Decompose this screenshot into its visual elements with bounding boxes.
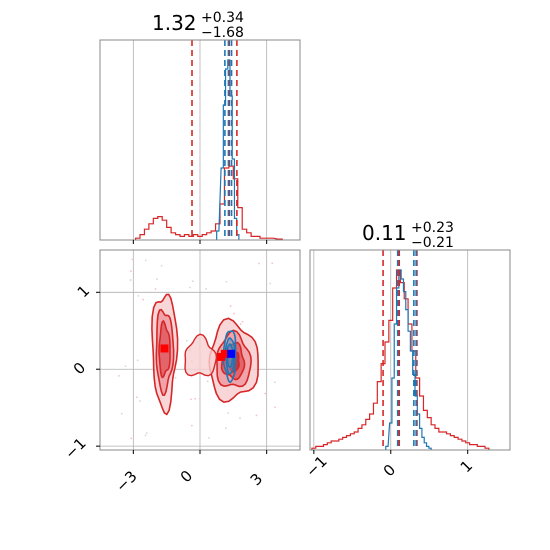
- y2-tick-label: 0: [70, 359, 89, 378]
- y2-tick-label: 1: [74, 282, 93, 301]
- sample-point: [269, 282, 272, 285]
- sample-point: [208, 436, 210, 439]
- sample-point: [190, 398, 192, 401]
- sample-point: [229, 305, 232, 308]
- param1-title-value: 1.32: [152, 11, 197, 35]
- sample-point: [154, 288, 157, 290]
- param2-title-value: 0.11: [362, 221, 407, 245]
- sample-point: [144, 434, 147, 437]
- sample-point: [191, 280, 194, 283]
- sample-point: [131, 258, 134, 261]
- sample-point: [239, 417, 241, 419]
- histogram-param1-panel: [99, 39, 301, 244]
- sample-point: [118, 374, 120, 377]
- red-histogram: [134, 165, 283, 240]
- param1-title-plus: +0.34: [201, 10, 244, 26]
- sample-point: [120, 412, 123, 415]
- sample-point: [194, 397, 197, 400]
- sample-point: [233, 312, 235, 315]
- sample-point: [185, 339, 188, 342]
- sample-point: [156, 278, 158, 280]
- x2-tick-label: 0: [380, 461, 399, 480]
- joint-density-panel: [96, 249, 301, 454]
- x1-tick-label: 3: [247, 470, 266, 489]
- sample-point: [264, 392, 267, 395]
- sample-point: [227, 412, 230, 415]
- param2-title-minus: −0.21: [411, 235, 454, 251]
- sample-point: [160, 264, 163, 267]
- sample-point: [139, 400, 142, 402]
- red-marker: [220, 349, 229, 358]
- sample-point: [274, 406, 276, 409]
- sample-point: [129, 279, 132, 281]
- x1-tick-label: −3: [112, 467, 140, 495]
- histogram-param2-panel: [309, 249, 511, 454]
- sample-point: [145, 432, 148, 434]
- sample-point: [241, 320, 244, 323]
- axes-frame: [309, 249, 511, 451]
- sample-point: [271, 262, 274, 265]
- sample-point: [258, 262, 260, 265]
- red-histogram: [311, 269, 490, 450]
- y2-tick-label: −1: [61, 434, 89, 462]
- blue-histogram: [385, 269, 432, 450]
- sample-point: [142, 298, 144, 301]
- sample-point: [224, 427, 227, 430]
- sample-point: [136, 359, 139, 362]
- red-density-contour: [184, 333, 218, 377]
- sample-point: [239, 323, 242, 326]
- red-marker: [160, 344, 169, 353]
- sample-point: [206, 380, 209, 383]
- sample-point: [144, 259, 147, 262]
- sample-point: [189, 286, 191, 289]
- sample-point: [205, 288, 208, 290]
- sample-point: [174, 376, 177, 379]
- param1-title-minus: −1.68: [201, 25, 244, 41]
- sample-point: [198, 398, 201, 400]
- sample-point: [190, 424, 193, 427]
- x2-tick-label: 1: [457, 457, 476, 476]
- sample-point: [135, 396, 138, 399]
- sample-point: [124, 365, 127, 368]
- sample-point: [255, 414, 258, 417]
- x2-tick-label: −1: [302, 452, 330, 480]
- sample-point: [137, 294, 140, 297]
- blue-marker: [227, 349, 236, 358]
- param2-title: 0.11 +0.23 −0.21: [362, 220, 454, 251]
- sample-point: [225, 280, 228, 283]
- sample-point: [130, 437, 133, 440]
- x1-tick-label: 0: [177, 467, 196, 486]
- sample-point: [273, 381, 276, 384]
- param2-title-plus: +0.23: [411, 220, 454, 236]
- param1-title: 1.32 +0.34 −1.68: [152, 10, 244, 41]
- sample-point: [129, 270, 132, 273]
